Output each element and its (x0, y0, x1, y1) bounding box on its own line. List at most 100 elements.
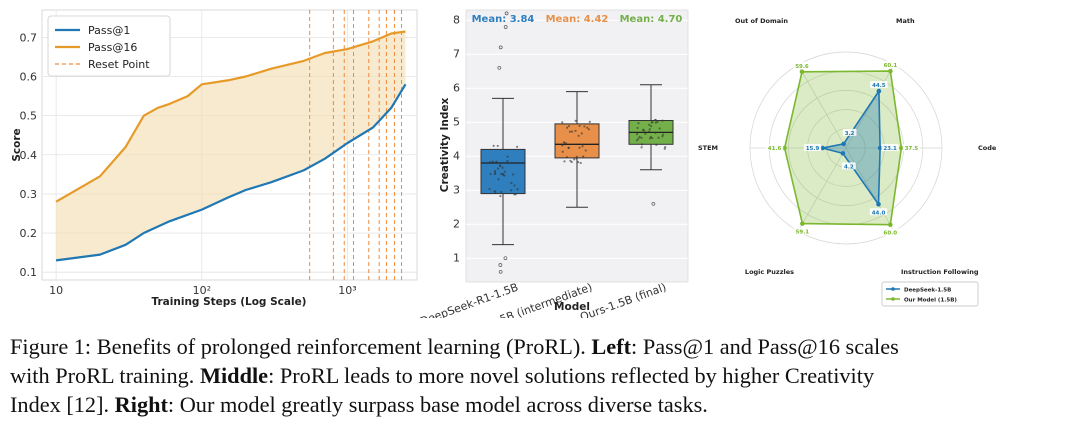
outlier-dot (498, 269, 503, 274)
radar-value-label: 37.5 (902, 144, 921, 152)
outlier-dot (498, 45, 503, 50)
value-label-text: 4.2 (844, 164, 854, 170)
value-label-text: 23.1 (883, 146, 897, 152)
middle-x-axis-label: Model (554, 301, 590, 313)
sample-dot (661, 135, 664, 138)
radar-legend-box (881, 281, 979, 307)
creativity-boxes (480, 11, 674, 274)
value-label-text: 41.6 (768, 146, 782, 152)
value-label-bg (803, 144, 822, 151)
x-tick-label: 10³ (338, 284, 356, 297)
sample-dot (587, 128, 590, 131)
y-tick-label: 4 (453, 150, 460, 163)
pass-series-lines (55, 30, 407, 262)
y-tick-label: 1 (453, 252, 460, 265)
legend-label: Pass@16 (88, 41, 137, 54)
sample-dot (640, 136, 643, 139)
sample-dot (574, 129, 577, 132)
radar-point (782, 145, 787, 151)
radar-point (841, 141, 846, 147)
legend-label: Pass@1 (88, 24, 130, 37)
sample-dot (514, 193, 517, 196)
sample-dot (567, 124, 570, 128)
caption-text: : ProRL leads to more novel solutions re… (268, 363, 875, 388)
value-label-text: 59.1 (796, 230, 810, 236)
sample-dot (569, 159, 572, 162)
sample-dot (495, 160, 498, 163)
sample-dot (575, 157, 578, 160)
y-tick-label: 6 (453, 82, 460, 95)
sample-dot (638, 135, 641, 138)
sample-dot (561, 121, 564, 124)
sample-dot (654, 131, 657, 134)
value-label-bg (841, 162, 856, 170)
legend-label: Our Model (1.5B) (904, 298, 957, 304)
sample-dot (493, 190, 496, 193)
sample-dot (571, 130, 574, 133)
value-label-bg (881, 61, 900, 69)
left-y-axis-label: Score (11, 128, 23, 161)
caption-middle-label: Middle (199, 363, 269, 388)
legend-label: DeepSeek-1.5B (904, 288, 951, 294)
sample-dot (582, 155, 585, 158)
sample-dot (510, 189, 513, 192)
outlier-dot (497, 65, 502, 70)
sample-dot (655, 143, 658, 146)
left-tick-labels: 0.1 0.2 0.3 0.4 0.5 0.6 0.7 10 10² 10³ (20, 31, 357, 297)
value-label-text: 3.2 (845, 131, 855, 137)
sample-dot (635, 139, 638, 142)
sample-dot (500, 190, 503, 194)
sample-dot (658, 127, 661, 130)
radar-axis-label: Out of Domain (735, 17, 788, 25)
y-tick-label: 0.3 (20, 188, 38, 201)
figure-caption: Figure 1: Benefits of prolonged reinforc… (10, 332, 1072, 419)
sample-dot (562, 141, 566, 144)
y-tick-label: 0.1 (20, 266, 38, 279)
sample-dot (499, 194, 502, 198)
y-tick-label: 0.4 (20, 149, 38, 162)
sample-dot (578, 146, 581, 149)
sample-dot (651, 121, 654, 124)
outlier-dot (503, 25, 508, 29)
y-tick-label: 7 (453, 48, 460, 61)
sample-dot (501, 166, 504, 169)
radar-point (888, 222, 893, 228)
sample-dot (568, 130, 572, 133)
sample-dot (516, 188, 519, 191)
sample-dot (491, 160, 494, 163)
value-label-text: 60.0 (884, 231, 898, 237)
radar-value-label: 3.2 (842, 128, 857, 137)
radar-value-label: 60.1 (881, 61, 900, 69)
sample-dot (488, 187, 491, 191)
sample-dot (640, 146, 643, 149)
sample-dot (637, 122, 640, 125)
radar-value-label: 44.0 (869, 208, 888, 216)
sample-dot (636, 126, 639, 130)
pass1-line (55, 83, 407, 262)
sample-dot (561, 150, 564, 153)
radar-value-label: 41.6 (765, 144, 784, 152)
sample-dot (648, 128, 651, 131)
sample-dot (503, 174, 506, 177)
sample-dot (567, 146, 571, 149)
left-x-axis-label: Training Steps (Log Scale) (152, 296, 307, 308)
value-label-bg (793, 61, 811, 69)
value-label-text: 37.5 (905, 146, 919, 152)
radar-point (888, 68, 893, 74)
mean-label: Mean: 4.42 (546, 14, 609, 25)
iqr-box (554, 123, 600, 159)
mean-labels: Mean: 3.84 Mean: 4.42 Mean: 4.70 (472, 14, 683, 25)
value-label-bg (765, 144, 784, 151)
pass-gap-fill (56, 31, 406, 261)
y-tick-label: 0.6 (20, 71, 38, 84)
sample-dot (565, 156, 569, 159)
sample-dot (574, 119, 577, 123)
y-tick-label: 5 (453, 116, 460, 129)
radar-point (899, 145, 904, 151)
radar-axis-label: Logic Puzzles (745, 268, 794, 276)
sample-dot (584, 149, 587, 152)
value-label-text: 44.5 (872, 83, 886, 89)
sample-dot (510, 181, 513, 185)
value-label-text: 59.6 (795, 64, 809, 70)
